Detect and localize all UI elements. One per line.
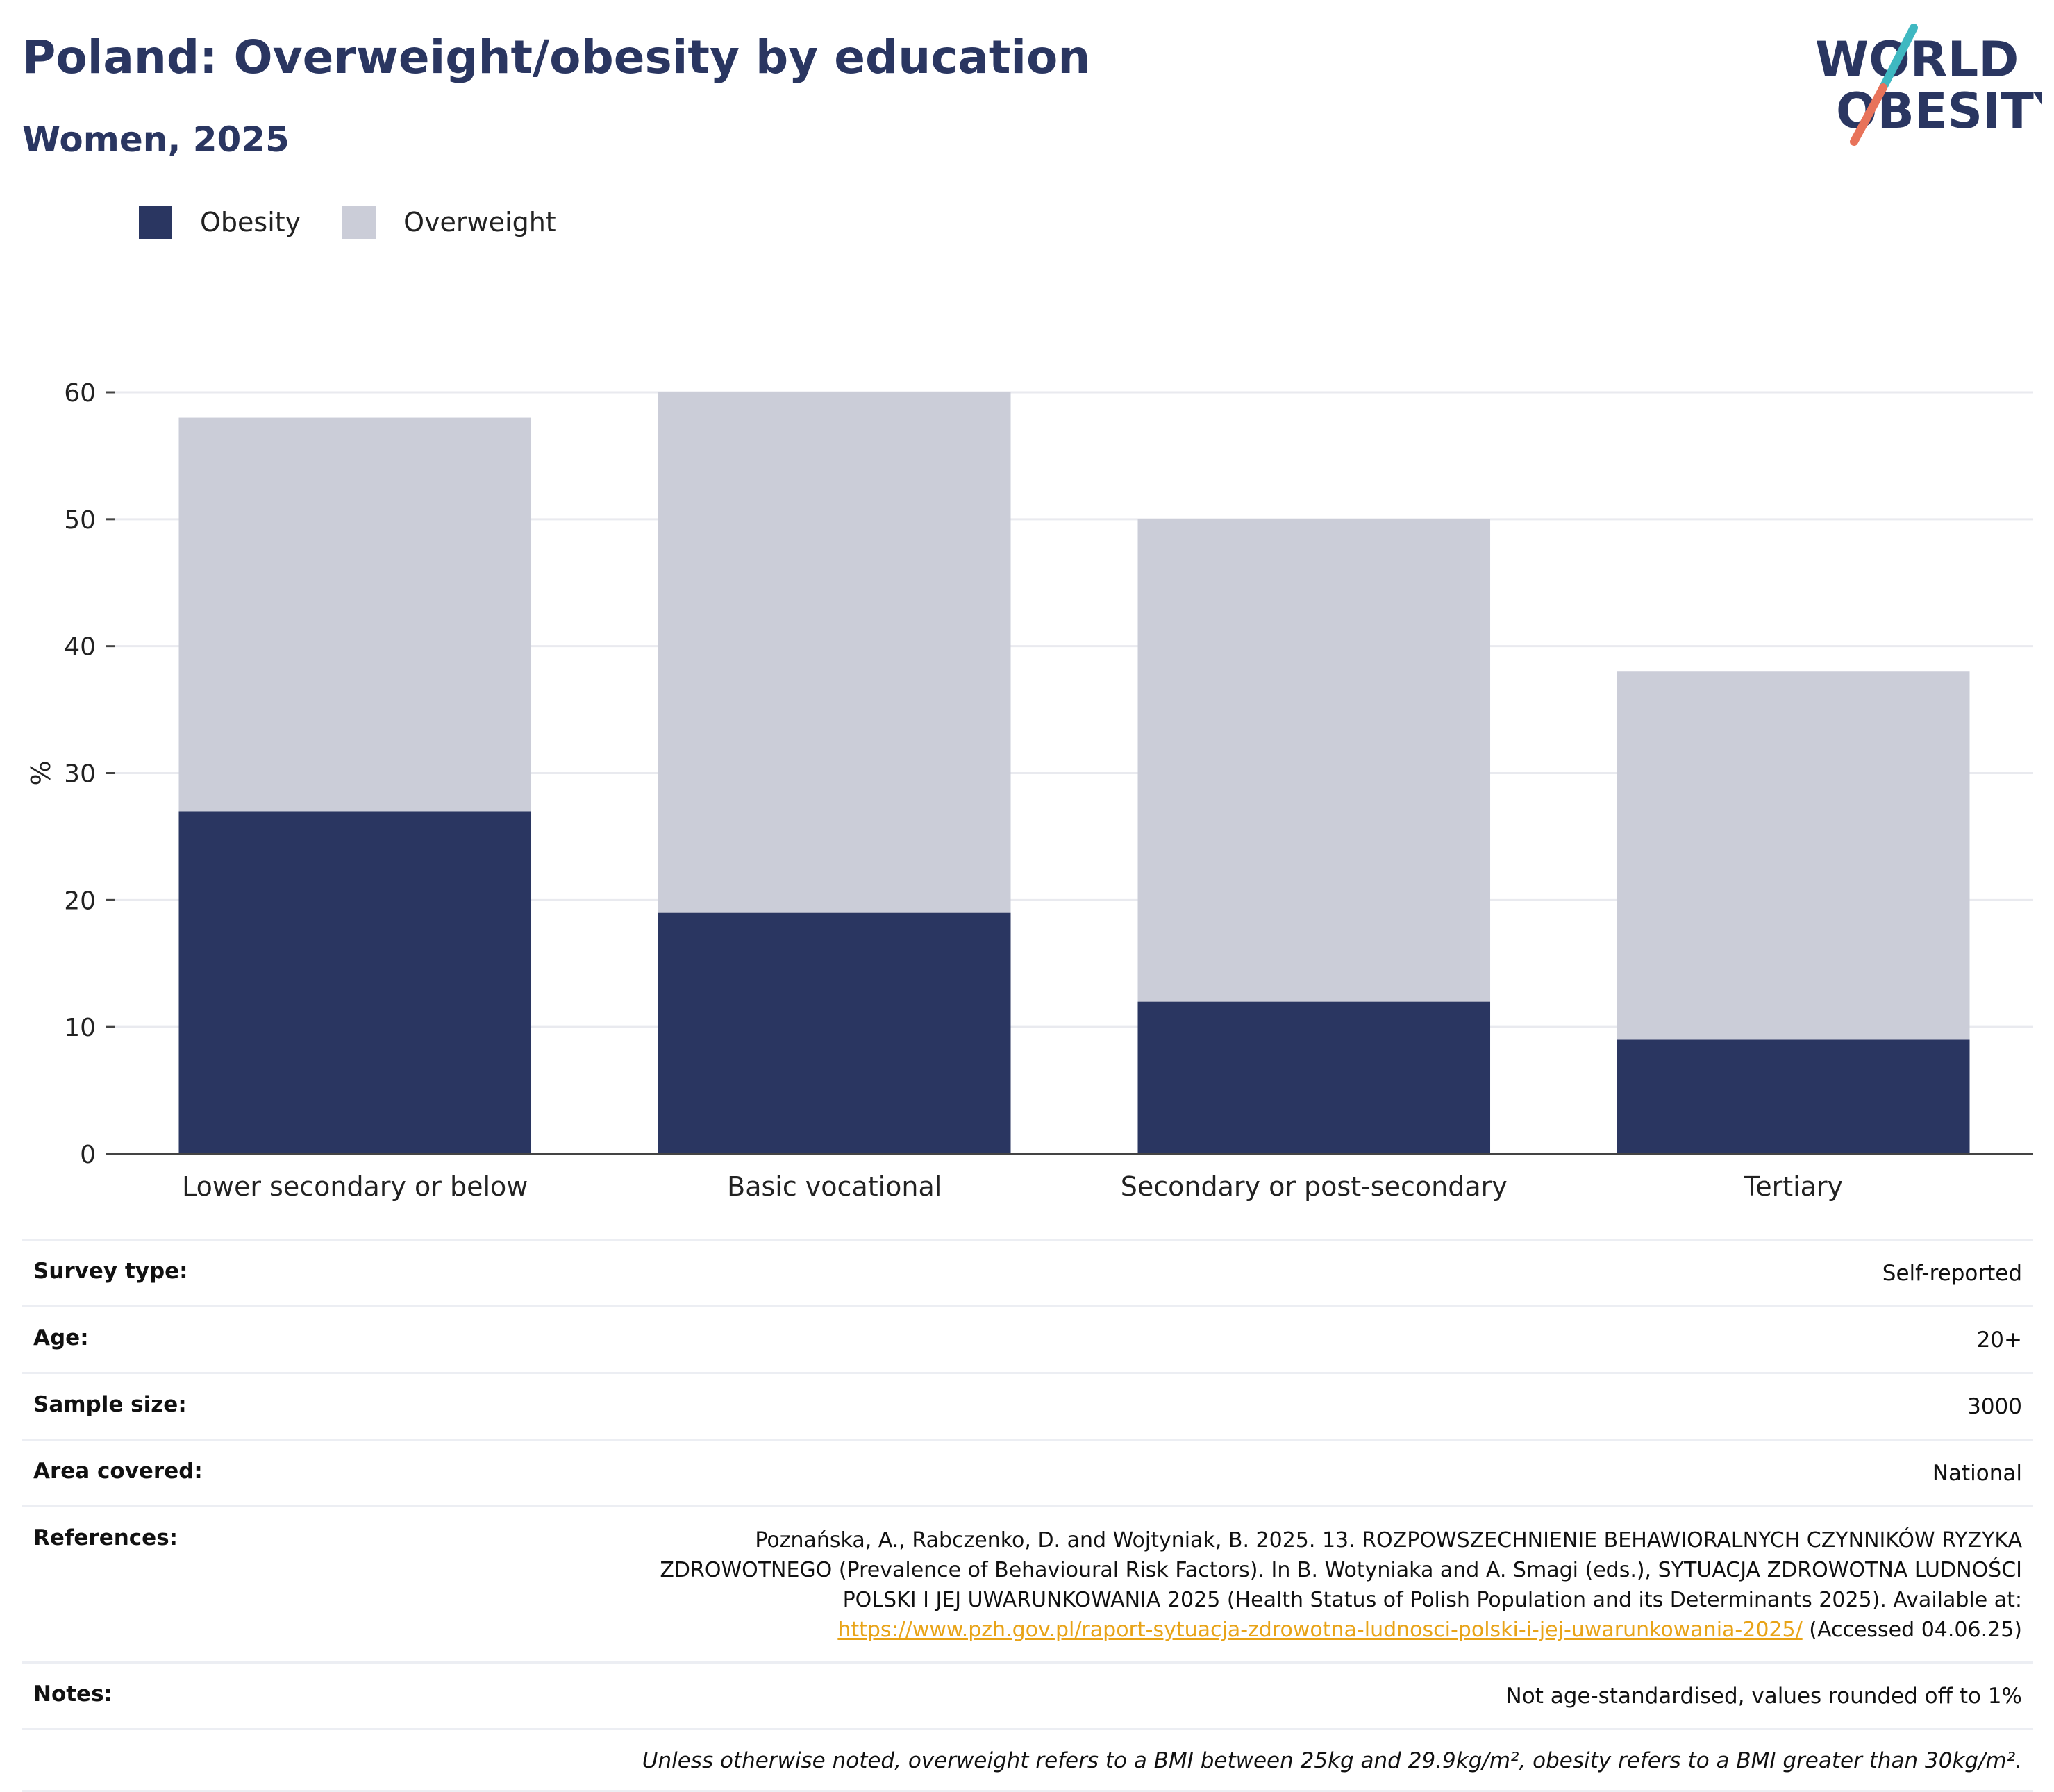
axes: 0 10 20 30 40 50 60% Lower secondary or below Ba… xyxy=(26,379,2033,1202)
reference-line: POLSKI I JEJ UWARUNKOWANIA 2025 (Health … xyxy=(842,1588,2022,1612)
world-obesity-logo: WORLD OBESITY xyxy=(1815,24,2042,146)
reference-line: Poznańska, A., Rabczenko, D. and Wojtyni… xyxy=(755,1528,2022,1552)
meta-row-footnote: Unless otherwise noted, overweight refer… xyxy=(22,1728,2033,1792)
meta-key: Notes: xyxy=(33,1682,112,1707)
reference-line: https://www.pzh.gov.pl/raport-sytuacja-z… xyxy=(244,1615,2022,1645)
meta-value: Self-reported xyxy=(1882,1261,2022,1286)
meta-key: Age: xyxy=(33,1325,89,1350)
bmi-footnote: Unless otherwise noted, overweight refer… xyxy=(642,1748,2022,1773)
metadata-table: Survey type: Self-reported Age: 20+ Samp… xyxy=(22,1239,2033,1792)
bar-obesity[interactable] xyxy=(1617,1039,1970,1154)
x-tick-label: Tertiary xyxy=(1743,1171,1843,1202)
meta-row-area-covered: Area covered: National xyxy=(22,1439,2033,1505)
chart-subtitle: Women, 2025 xyxy=(22,119,290,160)
y-tick-label: 10 xyxy=(64,1014,96,1042)
meta-key: Survey type: xyxy=(33,1259,188,1284)
meta-key: Area covered: xyxy=(33,1459,203,1484)
y-tick-label: 20 xyxy=(64,887,96,915)
meta-value: 3000 xyxy=(1967,1394,2022,1419)
legend-label-overweight: Overweight xyxy=(403,207,556,237)
meta-row-survey-type: Survey type: Self-reported xyxy=(22,1239,2033,1305)
y-tick-label: 60 xyxy=(64,379,96,408)
y-tick-label: 40 xyxy=(64,633,96,662)
y-tick-label: 50 xyxy=(64,506,96,535)
logo-slash-teal xyxy=(1879,24,1918,92)
x-tick-label: Basic vocational xyxy=(727,1171,942,1202)
bar-obesity[interactable] xyxy=(178,811,532,1154)
y-tick-label: 0 xyxy=(80,1141,96,1169)
x-tick-label: Lower secondary or below xyxy=(182,1171,528,1202)
logo-text-world: WORLD xyxy=(1815,31,2019,88)
meta-value: 20+ xyxy=(1976,1328,2022,1353)
legend-swatch-overweight xyxy=(342,206,376,239)
stacked-bar-chart: 0 10 20 30 40 50 60% Lower secondary or below Ba… xyxy=(26,379,2033,1202)
meta-key: Sample size: xyxy=(33,1392,187,1417)
meta-row-sample-size: Sample size: 3000 xyxy=(22,1372,2033,1439)
meta-value: Not age-standardised, values rounded off… xyxy=(1505,1684,2022,1709)
y-axis-label: % xyxy=(26,760,56,785)
legend-item-obesity[interactable]: Obesity xyxy=(139,206,301,239)
bar-overweight[interactable] xyxy=(1617,671,1970,1040)
references-text: Poznańska, A., Rabczenko, D. and Wojtyni… xyxy=(244,1525,2022,1645)
bar-overweight[interactable] xyxy=(658,392,1011,913)
meta-row-notes: Notes: Not age-standardised, values roun… xyxy=(22,1661,2033,1728)
bar-obesity[interactable] xyxy=(1137,1001,1491,1154)
bars xyxy=(178,392,1970,1154)
reference-link[interactable]: https://www.pzh.gov.pl/raport-sytuacja-z… xyxy=(837,1618,1803,1642)
chart-title: Poland: Overweight/obesity by education xyxy=(22,31,1091,84)
x-tick-label: Secondary or post-secondary xyxy=(1121,1171,1508,1202)
legend-item-overweight[interactable]: Overweight xyxy=(342,206,556,239)
bar-obesity[interactable] xyxy=(658,912,1011,1154)
reference-accessed: (Accessed 04.06.25) xyxy=(1809,1618,2022,1642)
reference-line: ZDROWOTNEGO (Prevalence of Behavioural R… xyxy=(660,1558,2022,1582)
legend-label-obesity: Obesity xyxy=(200,207,301,237)
meta-key: References: xyxy=(33,1525,178,1550)
chart-legend: Obesity Overweight xyxy=(139,206,598,239)
logo-slash-coral xyxy=(1850,83,1887,146)
bar-overweight[interactable] xyxy=(1137,519,1491,1002)
meta-row-age: Age: 20+ xyxy=(22,1305,2033,1372)
bar-overweight[interactable] xyxy=(178,417,532,812)
y-tick-label: 30 xyxy=(64,760,96,789)
legend-swatch-obesity xyxy=(139,206,172,239)
meta-value: National xyxy=(1932,1461,2022,1486)
meta-row-references: References: Poznańska, A., Rabczenko, D.… xyxy=(22,1505,2033,1661)
